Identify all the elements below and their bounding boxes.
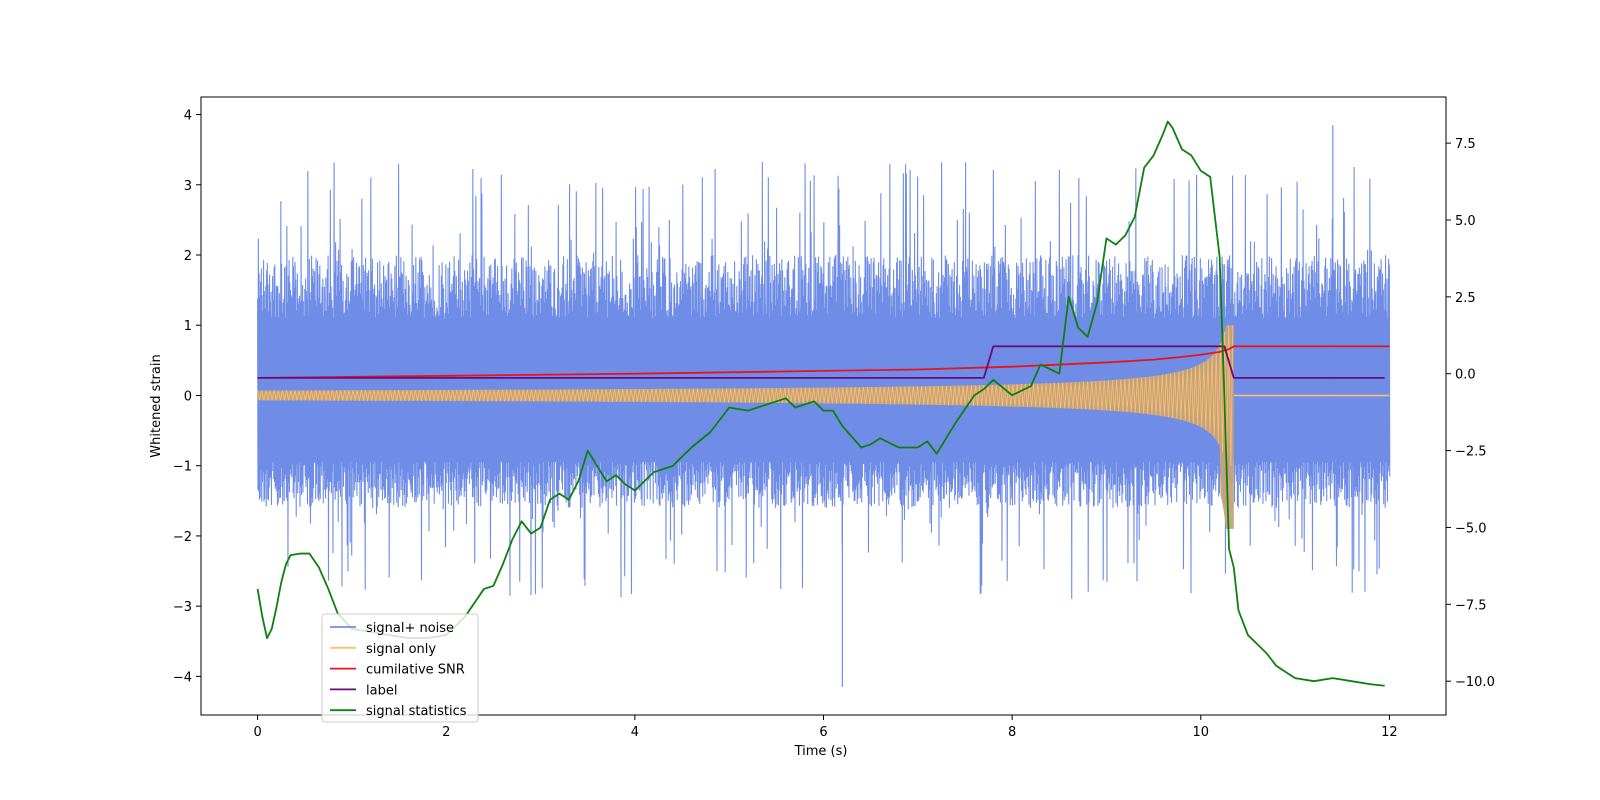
y-tick-label: −3: [173, 600, 192, 615]
chirp-trace: [257, 325, 1234, 466]
y2-tick-label: 2.5: [1455, 291, 1476, 306]
y-tick-label: 3: [184, 179, 192, 194]
y-tick-label: 0: [184, 389, 192, 404]
y2-tick-label: 5.0: [1455, 214, 1476, 229]
legend-box: [321, 613, 479, 723]
plot-series: [256, 120, 1391, 687]
y-axis-ticks: −4 −3 −2 −1 0 1 2 3 4: [173, 109, 201, 685]
y2-tick-label: −5.0: [1455, 521, 1487, 536]
y-tick-label: −1: [173, 460, 192, 475]
legend: signal+ noise signal only cumilative SNR la…: [321, 613, 479, 723]
legend-label-cumilative-snr: cumilative SNR: [366, 663, 465, 678]
x-tick-label: 10: [1192, 725, 1209, 740]
y-axis-label: Whitened strain: [149, 354, 164, 457]
legend-label-label: label: [366, 683, 397, 698]
x-tick-label: 6: [819, 725, 827, 740]
y2-tick-label: 7.5: [1455, 137, 1476, 152]
y-tick-label: 2: [184, 249, 192, 264]
legend-label-signal-only: signal only: [366, 642, 436, 657]
y-tick-label: −4: [173, 670, 192, 685]
y2-axis-ticks: −10.0 −7.5 −5.0 −2.5 0.0 2.5 5.0 7.5: [1446, 137, 1495, 690]
y2-tick-label: −7.5: [1455, 598, 1487, 613]
legend-label-signal-statistics: signal statistics: [366, 704, 467, 719]
y2-tick-label: −2.5: [1455, 445, 1487, 460]
y2-tick-label: −10.0: [1455, 675, 1495, 690]
legend-label-signal-noise: signal+ noise: [366, 621, 454, 636]
x-axis-ticks: 0 2 4 6 8 10 12: [253, 715, 1398, 740]
series-label: [257, 345, 1385, 379]
x-tick-label: 2: [442, 725, 450, 740]
y-tick-label: 1: [184, 319, 192, 334]
x-tick-label: 12: [1381, 725, 1398, 740]
y-tick-label: −2: [173, 530, 192, 545]
y-tick-label: 4: [184, 109, 192, 124]
series-signal-only: [257, 325, 1390, 529]
x-axis-label: Time (s): [794, 744, 848, 759]
x-tick-label: 4: [631, 725, 639, 740]
x-tick-label: 8: [1008, 725, 1016, 740]
x-tick-label: 0: [253, 725, 261, 740]
y2-tick-label: 0.0: [1455, 368, 1476, 383]
